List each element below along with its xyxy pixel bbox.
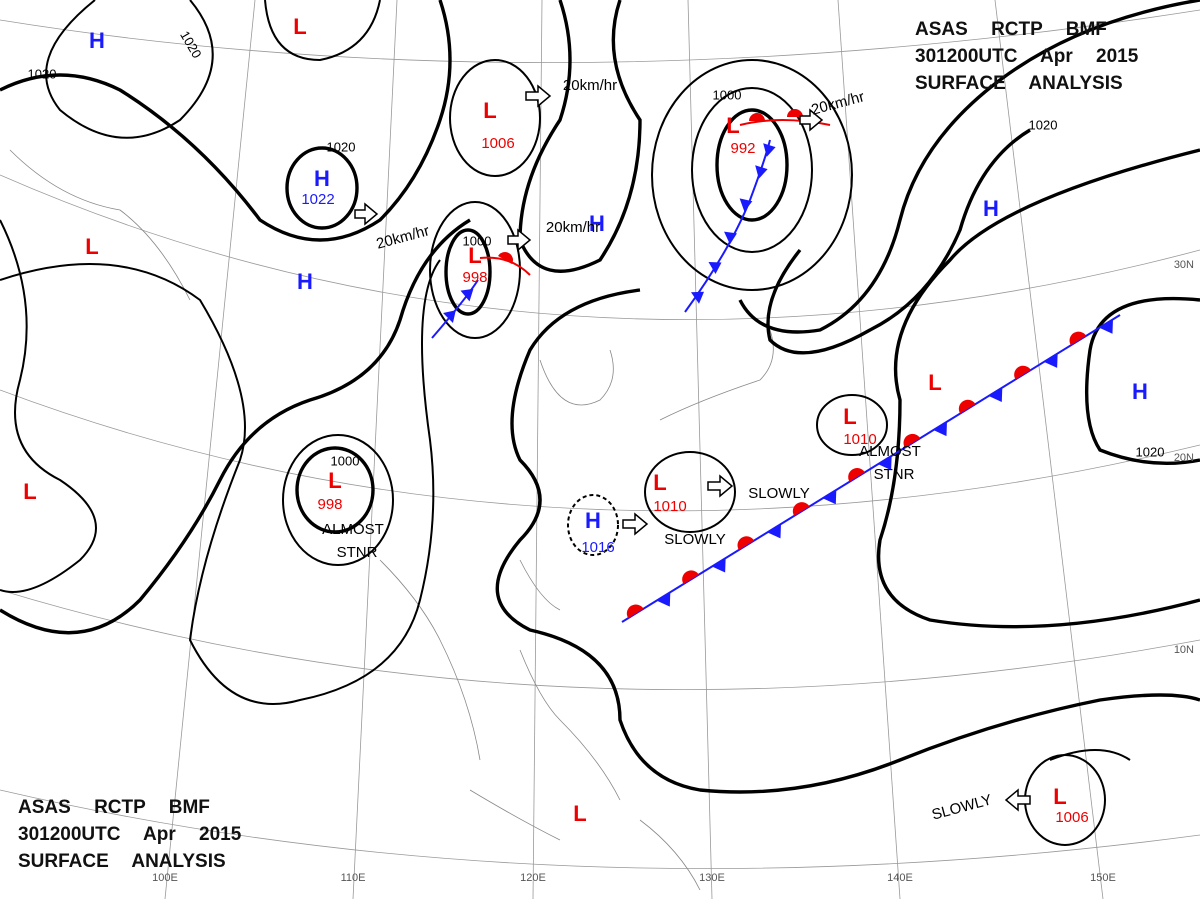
isobars <box>0 0 1200 846</box>
pressure-center-symbol: L <box>293 14 306 39</box>
cold-front-symbol <box>690 291 705 304</box>
pressure-center-symbol: H <box>585 508 601 533</box>
pressure-center-symbol: L <box>483 98 496 123</box>
warm-front-symbol <box>1014 365 1031 380</box>
isobar-label: 1020 <box>28 66 57 81</box>
warm-front-symbol <box>737 536 755 550</box>
pressure-center-symbol: H <box>983 196 999 221</box>
movement-note: STNR <box>874 466 915 483</box>
warm-front-symbol <box>787 109 803 117</box>
header-line: SURFACE ANALYSIS <box>18 851 226 872</box>
isobar-label: 1000 <box>463 233 492 248</box>
pressure-center-symbol: L <box>23 479 36 504</box>
header-line: 301200UTC Apr 2015 <box>915 46 1139 67</box>
warm-front-symbol <box>1069 331 1087 346</box>
warm-front-symbol <box>792 502 810 516</box>
latitude-label: 20N <box>1174 452 1194 464</box>
header-line: 301200UTC Apr 2015 <box>18 824 242 845</box>
movement-note: STNR <box>337 544 378 561</box>
motion-arrows <box>354 84 1031 812</box>
cold-front-symbol <box>1044 353 1058 368</box>
pressure-center-symbol: L <box>573 801 586 826</box>
stationary-front <box>621 314 1121 623</box>
cold-front-symbol <box>767 523 781 539</box>
movement-note: ALMOST <box>322 521 384 538</box>
pressure-center-symbol: H <box>589 211 605 236</box>
header-line: SURFACE ANALYSIS <box>915 73 1123 94</box>
central-pressure: 1006 <box>481 135 514 152</box>
warm-front-symbol <box>682 570 699 585</box>
cold-front-symbol <box>708 261 722 275</box>
pressure-center-symbol: L <box>726 113 739 138</box>
central-pressure: 1006 <box>1055 809 1088 826</box>
cold-front-symbol <box>988 387 1003 402</box>
warm-front-symbol <box>749 113 765 121</box>
longitude-label: 120E <box>520 872 546 884</box>
central-pressure: 1016 <box>581 539 614 556</box>
warm-front-symbol <box>626 604 644 619</box>
warm-front-symbol <box>958 399 976 414</box>
pressure-center-symbol: H <box>314 166 330 191</box>
central-pressure: 1010 <box>843 431 876 448</box>
cold-front-symbol <box>460 288 474 302</box>
motion-label: 20km/hr <box>546 219 600 236</box>
longitude-label: 100E <box>152 872 178 884</box>
cold-front-symbol <box>712 558 726 573</box>
warm-front-symbol <box>498 252 513 264</box>
isobar-label: 1000 <box>713 87 742 102</box>
warm-front-symbol <box>903 433 921 448</box>
central-pressure: 1022 <box>301 191 334 208</box>
latitude-label: 10N <box>1174 644 1194 656</box>
isobar-label: 1020 <box>1136 444 1165 459</box>
header-line: ASAS RCTP BMF <box>915 19 1107 40</box>
motion-label: SLOWLY <box>748 485 809 502</box>
pressure-center-symbol: L <box>468 243 481 268</box>
central-pressure: 998 <box>317 496 342 513</box>
cold-front-symbol <box>822 489 837 505</box>
pressure-center-symbol: L <box>653 470 666 495</box>
pressure-center-symbol: L <box>928 370 941 395</box>
isobar-label: 1020 <box>327 139 356 154</box>
movement-note: ALMOST <box>859 443 921 460</box>
pressure-center-symbol: L <box>328 468 341 493</box>
pressure-center-symbol: H <box>1132 379 1148 404</box>
pressure-center-symbol: H <box>89 28 105 53</box>
cold-front-symbol <box>443 310 456 323</box>
motion-label: SLOWLY <box>664 531 725 548</box>
cold-front-symbol <box>739 198 753 212</box>
central-pressure: 992 <box>730 140 755 157</box>
cold-front-symbol <box>755 165 768 179</box>
motion-label: 20km/hr <box>563 77 617 94</box>
cold-front-symbol <box>656 592 671 607</box>
central-pressure: 998 <box>462 269 487 286</box>
latitude-label: 30N <box>1174 259 1194 271</box>
cold-front-symbol <box>878 455 892 471</box>
fronts <box>431 109 1121 623</box>
central-pressure: 1010 <box>653 498 686 515</box>
longitude-label: 140E <box>887 872 913 884</box>
cold-front-symbol <box>1099 319 1113 334</box>
pressure-center-symbol: L <box>1053 784 1066 809</box>
pressure-center-symbol: H <box>297 269 313 294</box>
warm-front-symbol <box>848 468 865 482</box>
cold-front-symbol <box>724 231 737 245</box>
isobar-label: 1000 <box>331 453 360 468</box>
longitude-label: 150E <box>1090 872 1116 884</box>
coastlines <box>9 149 774 891</box>
longitude-label: 110E <box>341 872 366 884</box>
pressure-center-symbol: L <box>843 404 856 429</box>
isobar-label: 1020 <box>1029 117 1058 132</box>
cold-front-symbol <box>933 421 947 437</box>
header-line: ASAS RCTP BMF <box>18 797 210 818</box>
pressure-center-symbol: L <box>85 234 98 259</box>
longitude-label: 130E <box>699 872 725 884</box>
cold-front-symbol <box>763 143 776 157</box>
